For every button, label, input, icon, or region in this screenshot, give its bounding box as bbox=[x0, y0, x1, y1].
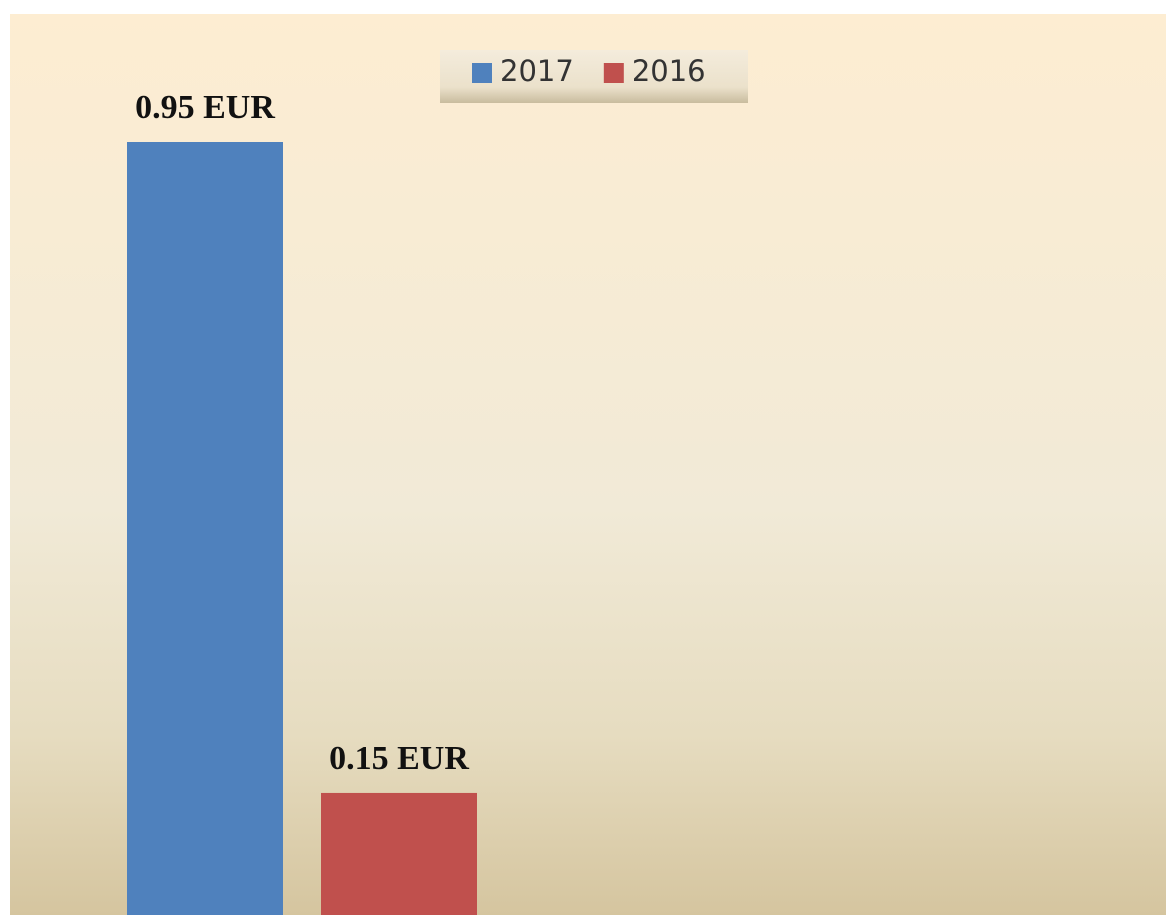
legend-swatch bbox=[603, 63, 624, 83]
legend: 2017 2016 bbox=[440, 50, 748, 103]
data-label: 0.15 EUR bbox=[329, 740, 469, 777]
legend-swatch bbox=[472, 63, 492, 83]
bar bbox=[321, 792, 477, 915]
legend-label: 2016 bbox=[632, 54, 706, 88]
legend-label: 2017 bbox=[500, 54, 574, 88]
bar bbox=[127, 142, 283, 915]
data-label: 0.95 EUR bbox=[135, 89, 275, 126]
